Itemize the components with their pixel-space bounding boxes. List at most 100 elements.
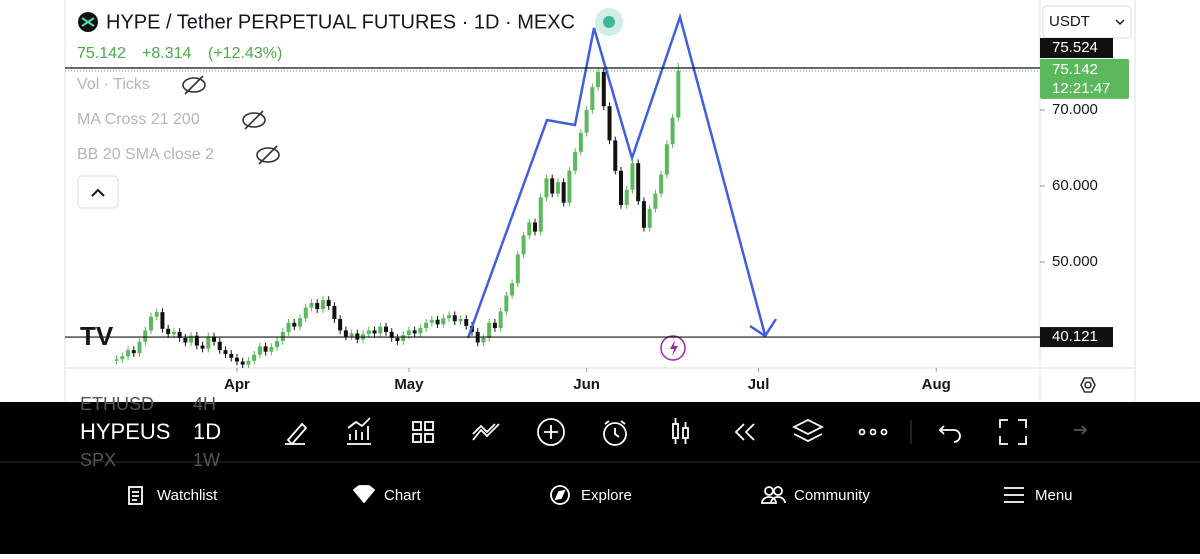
indicator: BB 20 SMA close 2: [77, 146, 214, 163]
candle-body: [481, 337, 486, 343]
candle-body: [578, 132, 583, 152]
candle-body: [624, 189, 629, 205]
y-tick-label: 60.000: [1052, 177, 1098, 194]
candle-body: [286, 322, 291, 332]
candle-body: [521, 235, 526, 255]
candle-body: [567, 170, 572, 203]
last-price: 75.142: [1052, 61, 1098, 78]
nav-icons: [128, 485, 1024, 505]
candle-body: [607, 106, 612, 141]
chevron: [1115, 19, 1125, 26]
candle-body: [309, 303, 314, 308]
candle-body: [618, 170, 623, 205]
status-dot: [603, 16, 615, 28]
candle-body: [561, 182, 566, 203]
candle-body: [263, 346, 268, 352]
nav-item[interactable]: Explore: [581, 487, 632, 504]
candle-body: [435, 319, 440, 325]
chevron-up: [91, 188, 105, 197]
header-change: +8.314: [142, 45, 191, 62]
hidden-icons[interactable]: [182, 75, 280, 165]
candle-body: [544, 178, 549, 198]
candle-body: [555, 182, 560, 194]
nav-item[interactable]: Chart: [384, 487, 422, 504]
candle-body: [194, 335, 199, 346]
candle-body: [452, 315, 457, 322]
candle-body: [515, 254, 520, 284]
candle-body: [510, 283, 515, 296]
candle-body: [177, 331, 182, 338]
candle-body: [131, 350, 136, 354]
candle-body: [670, 117, 675, 145]
candle-body: [487, 322, 492, 338]
plot: [114, 62, 681, 368]
candle-body: [315, 303, 320, 310]
drawing-arrow: [749, 318, 778, 338]
candle-body: [636, 163, 641, 202]
candle-body: [424, 322, 429, 329]
candle-body: [533, 222, 538, 232]
candle-body: [590, 87, 595, 110]
candle-body: [303, 307, 308, 319]
candle-body: [154, 312, 159, 317]
candle-body: [355, 333, 360, 340]
drawing: [466, 12, 767, 339]
candle-body: [320, 299, 325, 310]
candle-body: [676, 70, 681, 118]
candle-body: [206, 336, 211, 349]
candle-body: [223, 350, 228, 354]
candle-body: [160, 312, 165, 329]
toolbar-icons[interactable]: [285, 417, 1027, 446]
symbol-behind: ETHUSD: [80, 394, 154, 414]
y-tick-label: 50.000: [1052, 253, 1098, 270]
candle-body: [664, 144, 669, 175]
x-tick-label: Jun: [573, 376, 600, 393]
candle-body: [429, 319, 434, 323]
candle-body: [217, 341, 222, 351]
redo-icon[interactable]: [1074, 425, 1088, 435]
candle-body: [372, 330, 377, 334]
candle-body: [573, 151, 578, 171]
candle-body: [189, 335, 194, 343]
candle-body: [601, 71, 606, 107]
candle-body: [458, 318, 463, 322]
candle-body: [498, 311, 503, 329]
candle-body: [114, 359, 119, 361]
candle-body: [137, 341, 142, 354]
currency: USDT: [1049, 13, 1090, 30]
candle-body: [200, 345, 205, 349]
candle-body: [183, 337, 188, 343]
nav-item[interactable]: Watchlist: [157, 487, 218, 504]
tv-logo: TV: [80, 321, 114, 351]
candle-body: [389, 331, 394, 338]
candle-body: [550, 178, 555, 194]
x-tick-label: Apr: [224, 376, 250, 393]
price-label-bg: [1040, 37, 1113, 58]
candle-body: [120, 356, 125, 360]
candle-body: [527, 222, 532, 236]
symbol-bg: [65, 414, 265, 450]
symbol[interactable]: HYPEUS: [80, 419, 170, 444]
indicator: Vol · Ticks: [77, 76, 150, 93]
price-label: 40.121: [1052, 328, 1098, 345]
candle-body: [257, 346, 262, 355]
candle-body: [148, 316, 153, 331]
last-price-bg: [1040, 58, 1129, 99]
candle-body: [246, 360, 251, 365]
collapse-button[interactable]: [77, 175, 119, 209]
settings-icon[interactable]: [1080, 377, 1096, 393]
interval[interactable]: 1D: [193, 419, 221, 444]
nav-item[interactable]: Community: [794, 487, 870, 504]
candle-body: [406, 330, 411, 335]
nav-item[interactable]: Menu: [1035, 487, 1073, 504]
candle-body: [641, 201, 646, 228]
candle-body: [653, 193, 658, 209]
candle-body: [326, 299, 331, 307]
candle-body: [659, 174, 664, 194]
candle-body: [366, 330, 371, 335]
candle-body: [401, 334, 406, 342]
symbol-behind: SPX: [80, 450, 116, 470]
candle-body: [269, 347, 274, 352]
